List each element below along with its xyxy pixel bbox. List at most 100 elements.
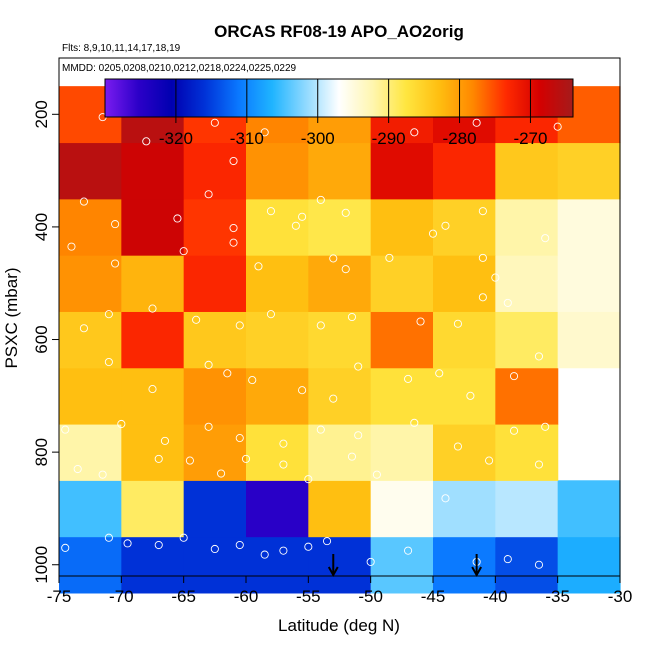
x-tick-label: -75 xyxy=(47,587,72,606)
heatmap-cell xyxy=(121,423,185,481)
sample-point xyxy=(179,247,188,256)
colorbar: -320 -310 -300 -290 -280 -270 xyxy=(104,78,574,148)
y-tick-label: 200 xyxy=(32,100,51,128)
sample-point xyxy=(534,560,544,569)
heatmap-cell xyxy=(370,423,434,481)
sample-point xyxy=(279,439,288,448)
heatmap-cell xyxy=(370,311,434,369)
sample-point xyxy=(316,195,325,204)
sample-point xyxy=(410,128,419,137)
heatmap-cell xyxy=(183,367,247,425)
x-tick-label: -65 xyxy=(171,587,196,606)
heatmap-cell xyxy=(59,142,122,200)
sample-point xyxy=(534,460,544,469)
arrow-markers xyxy=(327,554,483,578)
heatmap-cell xyxy=(433,367,496,425)
sample-point xyxy=(354,431,363,440)
sample-point xyxy=(210,544,219,554)
heatmap-cell xyxy=(308,198,372,256)
heatmap-cell xyxy=(495,311,559,369)
sample-point xyxy=(117,419,126,429)
heatmap-cell xyxy=(121,255,185,312)
flights-subtitle: Flts: 8,9,10,11,14,17,18,19 xyxy=(62,43,181,54)
sample-point xyxy=(235,434,244,443)
heatmap-cell xyxy=(183,255,247,312)
colorbar-ramp xyxy=(104,78,574,118)
heatmap-cell xyxy=(370,480,434,538)
heatmap-cell xyxy=(495,367,559,425)
y-tick-label: 600 xyxy=(32,325,51,353)
heatmap-cell xyxy=(246,536,309,594)
axes: -75 -70 -65 -60 -55 -50 -45 -40 -35 -30 200 400 600 8… xyxy=(32,57,633,606)
heatmap-cell xyxy=(370,255,434,312)
sample-point xyxy=(329,254,338,263)
plot-frame xyxy=(58,57,621,577)
heatmap-cell xyxy=(308,142,372,200)
heatmap-cell xyxy=(495,142,559,200)
sample-point xyxy=(266,207,275,216)
sample-point xyxy=(104,533,113,542)
sample-point xyxy=(541,422,550,431)
heatmap-cell xyxy=(183,198,247,256)
heatmap-cell xyxy=(59,198,122,256)
heatmap-cell xyxy=(121,198,185,256)
heatmap-cell xyxy=(433,255,496,312)
heatmap-cell xyxy=(557,142,621,200)
sample-point xyxy=(509,426,519,435)
colorbar-tick-label: -320 xyxy=(159,129,193,148)
heatmap-cell xyxy=(59,536,122,594)
heatmap-cell xyxy=(183,142,247,200)
sample-point xyxy=(229,223,238,233)
x-tick-label: -60 xyxy=(234,587,259,606)
sample-point xyxy=(404,546,413,555)
colorbar-tick-label: -280 xyxy=(443,129,477,148)
heatmap-cell xyxy=(370,367,434,425)
sample-point xyxy=(410,418,419,427)
sample-point xyxy=(254,262,263,271)
sample-point xyxy=(509,372,519,381)
sample-point xyxy=(235,540,244,550)
sample-point xyxy=(453,442,462,451)
sample-point xyxy=(241,454,251,463)
sample-point xyxy=(104,310,113,319)
sample-point xyxy=(329,394,338,403)
sample-point xyxy=(229,156,238,166)
heatmap-cell xyxy=(308,423,372,481)
heatmap-cell xyxy=(183,480,247,538)
sample-point xyxy=(453,319,462,328)
y-axis-label: PSXC (mbar) xyxy=(2,267,21,368)
heatmap-cell xyxy=(59,480,122,538)
chart-title: ORCAS RF08-19 APO_AO2orig xyxy=(214,22,464,41)
sample-point xyxy=(160,436,170,445)
heatmap-cell xyxy=(246,198,309,256)
heatmap-cell xyxy=(557,311,621,369)
y-tick-label: 400 xyxy=(32,213,51,241)
y-tick-label: 800 xyxy=(32,438,51,466)
sample-point xyxy=(204,190,213,199)
sample-point xyxy=(148,304,157,313)
heatmap-cell xyxy=(308,311,372,369)
x-tick-label: -50 xyxy=(358,587,383,606)
sample-point xyxy=(441,494,450,503)
heatmap-cell xyxy=(183,423,247,481)
heatmap-cell xyxy=(121,142,185,200)
sample-point xyxy=(98,470,107,479)
x-tick-label: -30 xyxy=(608,587,633,606)
sample-point xyxy=(148,385,157,394)
colorbar-tick-label: -270 xyxy=(513,129,547,148)
heatmap-cell xyxy=(495,255,559,312)
heatmap-cell xyxy=(557,536,621,594)
sample-point xyxy=(111,220,120,229)
sample-point xyxy=(341,265,350,274)
sample-point xyxy=(73,464,82,474)
sample-point xyxy=(416,317,425,326)
heatmap-cell xyxy=(121,311,185,369)
heatmap-cell xyxy=(308,536,372,594)
sample-point xyxy=(404,374,413,383)
sample-point xyxy=(123,539,132,548)
x-tick-label: -70 xyxy=(109,587,134,606)
heatmap-cell xyxy=(495,536,559,594)
sample-point xyxy=(553,122,562,131)
colorbar-tick-label: -290 xyxy=(372,129,406,148)
sample-point xyxy=(79,324,88,333)
